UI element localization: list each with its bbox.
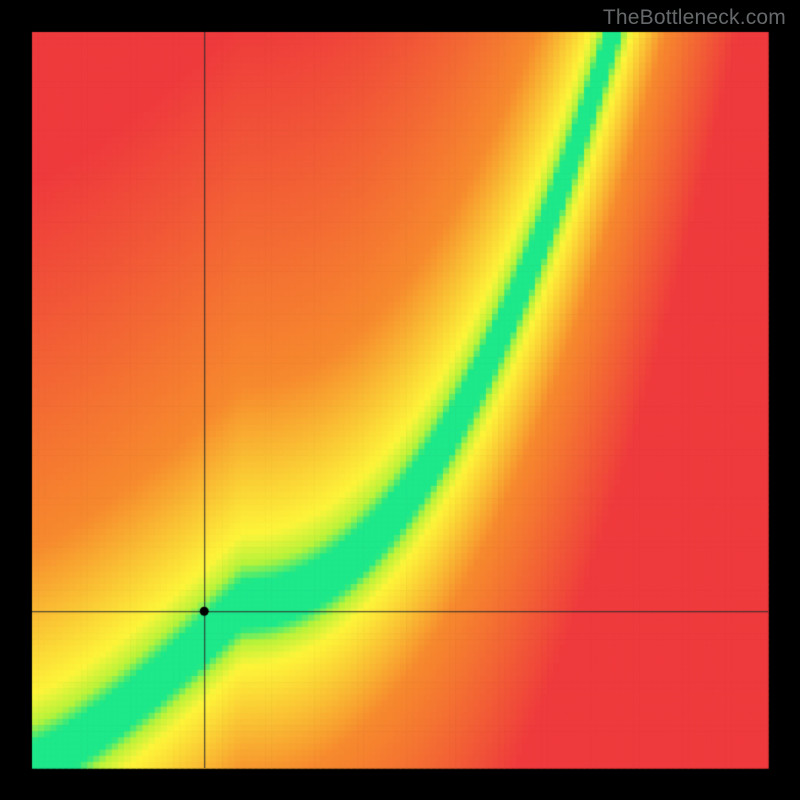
watermark-text: TheBottleneck.com: [603, 6, 786, 30]
chart-container: TheBottleneck.com: [0, 0, 800, 800]
bottleneck-heatmap-canvas: [0, 0, 800, 800]
